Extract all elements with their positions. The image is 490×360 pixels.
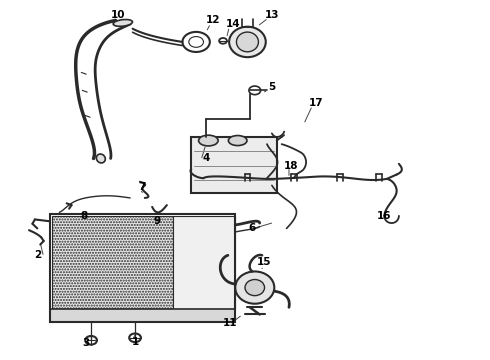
Ellipse shape	[228, 135, 247, 145]
Text: 1: 1	[131, 337, 139, 347]
Ellipse shape	[97, 154, 105, 163]
Text: 9: 9	[153, 216, 161, 226]
Ellipse shape	[237, 32, 258, 52]
Text: 6: 6	[249, 224, 256, 233]
Text: 16: 16	[377, 211, 392, 221]
Bar	[52, 216, 172, 309]
Ellipse shape	[198, 135, 218, 146]
Text: 7: 7	[139, 182, 146, 192]
Bar	[191, 137, 277, 193]
Text: 13: 13	[265, 10, 279, 20]
Text: 4: 4	[202, 153, 210, 163]
Text: 10: 10	[111, 10, 125, 20]
Bar	[49, 214, 235, 321]
Bar	[49, 309, 235, 321]
Text: 8: 8	[80, 211, 87, 221]
Ellipse shape	[235, 271, 274, 304]
Bar	[172, 216, 235, 309]
Text: 5: 5	[268, 82, 275, 92]
Text: 12: 12	[206, 15, 220, 26]
Text: 14: 14	[225, 19, 240, 29]
Text: 18: 18	[284, 161, 299, 171]
Text: 2: 2	[34, 250, 41, 260]
Text: 11: 11	[223, 319, 238, 328]
Text: 3: 3	[83, 338, 90, 348]
Text: 17: 17	[309, 98, 323, 108]
Text: 15: 15	[257, 257, 272, 267]
Ellipse shape	[245, 279, 265, 296]
Ellipse shape	[229, 27, 266, 57]
Ellipse shape	[113, 19, 132, 26]
